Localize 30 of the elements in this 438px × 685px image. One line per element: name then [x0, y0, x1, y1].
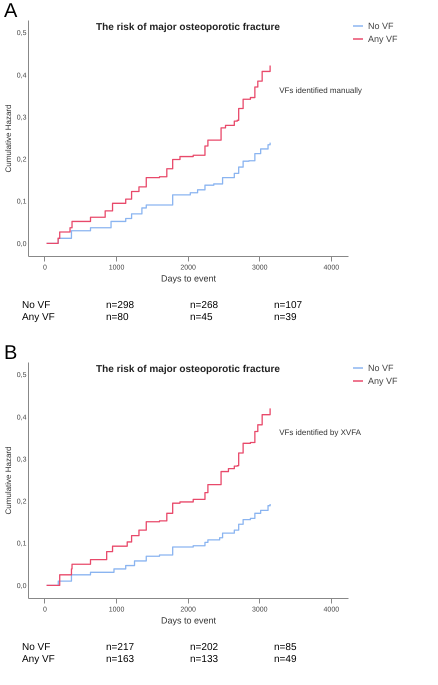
- text: n=39: [274, 312, 298, 324]
- y-axis-title: Cumulative Hazard: [4, 104, 13, 173]
- y-axis-title: Cumulative Hazard: [4, 446, 13, 515]
- text: B: [4, 342, 18, 365]
- text: n=85: [274, 642, 298, 654]
- legend-label: Any VF: [368, 34, 398, 44]
- chart-title: The risk of major osteoporotic fracture: [96, 364, 280, 375]
- legend-label: No VF: [368, 363, 394, 373]
- text: n=217: [106, 642, 136, 654]
- text: n=49: [274, 654, 298, 666]
- text: A: [4, 0, 18, 23]
- annotation: VFs identified by XVFA: [279, 428, 362, 437]
- text: n=298: [106, 300, 136, 312]
- text: n=45: [190, 312, 214, 324]
- text: n=80: [106, 312, 130, 324]
- text: Any VF: [22, 654, 56, 666]
- text: Any VF: [22, 312, 56, 324]
- text: n=107: [274, 300, 304, 312]
- legend-label: Any VF: [368, 376, 398, 386]
- annotation: VFs identified manually: [279, 86, 362, 95]
- chart-title: The risk of major osteoporotic fracture: [96, 22, 280, 33]
- legend-label: No VF: [368, 21, 394, 31]
- x-axis-title: Days to event: [160, 616, 217, 626]
- x-axis-title: Days to event: [160, 274, 217, 284]
- text: n=202: [190, 642, 220, 654]
- text: n=268: [190, 300, 220, 312]
- text: n=133: [190, 654, 220, 666]
- text: n=163: [106, 654, 136, 666]
- text: No VF: [22, 300, 52, 312]
- text: No VF: [22, 642, 52, 654]
